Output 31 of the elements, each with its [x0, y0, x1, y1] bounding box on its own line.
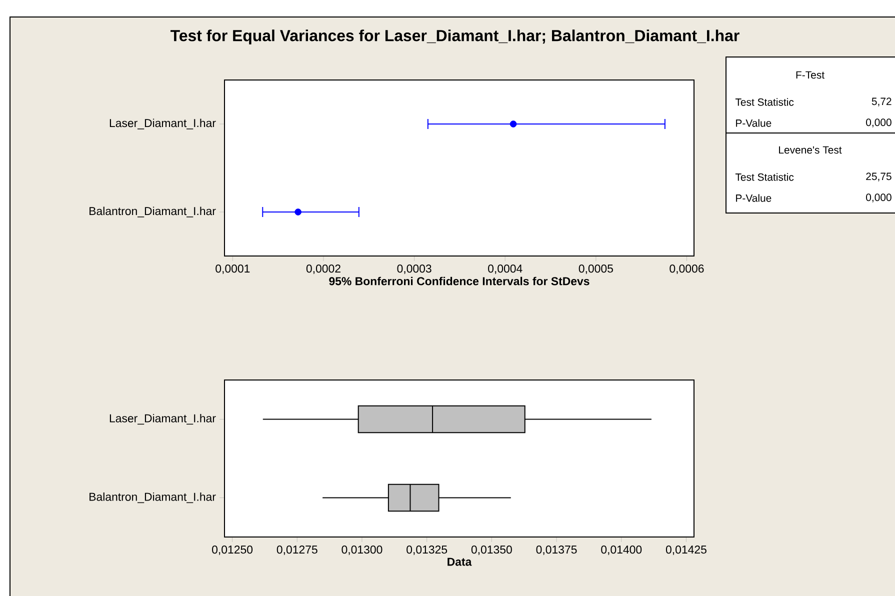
y-tick-label: Balantron_Diamant_I.har [90, 492, 216, 504]
x-tick-label: 0,01400 [601, 546, 642, 555]
x-tick-label: 0,0001 [216, 264, 250, 274]
y-tick-label: Laser_Diamant_I.har [110, 118, 216, 130]
text: 5,72 [872, 98, 892, 106]
x-tick-label: 0,0003 [397, 264, 432, 274]
x-axis-title: Data [448, 558, 472, 566]
y-tick-label: Balantron_Diamant_I.har [90, 206, 216, 218]
y-tick-label: Laser_Diamant_I.har [110, 414, 216, 425]
text: 0,000 [866, 118, 892, 128]
text: Test Statistic [735, 173, 794, 181]
text: P-Value [736, 119, 772, 127]
x-tick-label: 0,01425 [666, 546, 706, 555]
x-tick-label: 0,01300 [342, 546, 382, 555]
x-tick-label: 0,0006 [670, 264, 704, 274]
x-tick-label: 0,01350 [471, 546, 512, 555]
x-tick-label: 0,01325 [406, 546, 448, 555]
x-tick-label: 0,01250 [212, 546, 253, 555]
x-tick-label: 0,0004 [488, 264, 522, 274]
x-tick-label: 0,0005 [578, 264, 613, 274]
text: Test Statistic [735, 98, 794, 106]
text: Levene's Test [779, 146, 842, 154]
x-tick-label: 0,01275 [276, 546, 318, 555]
text: F-Test [796, 71, 824, 79]
text: 0,000 [866, 194, 892, 202]
x-tick-label: 0,01375 [536, 546, 577, 555]
x-tick-label: 0,0002 [306, 264, 340, 274]
x-axis-title: 95% Bonferroni Confidence Intervals for StDevs [329, 276, 590, 286]
text: P-Value [736, 194, 772, 202]
text: 25,75 [866, 172, 892, 182]
chart-title: Test for Equal Variances for Laser_Diamant_I.har; Balantron_Diamant_I.har [170, 30, 740, 44]
